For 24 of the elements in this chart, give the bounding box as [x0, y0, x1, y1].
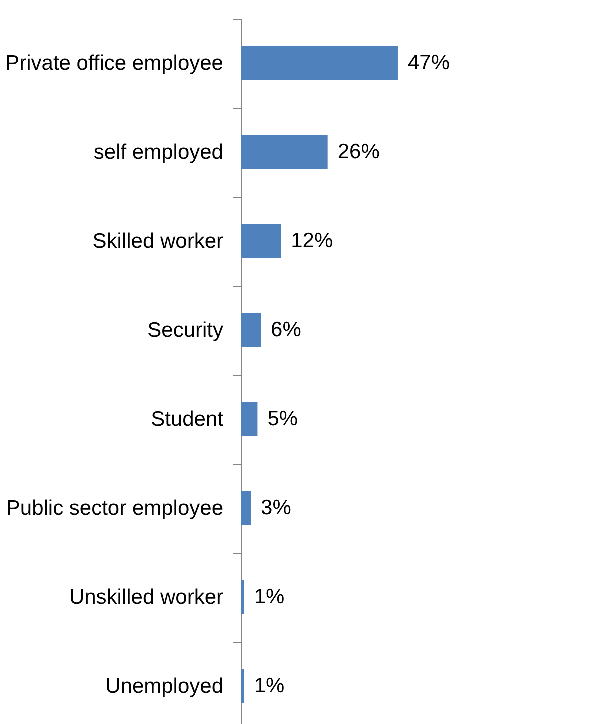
- bar: [241, 224, 282, 258]
- y-tick-label: Skilled worker: [92, 230, 224, 253]
- data-label: 5%: [268, 408, 298, 430]
- bar: [241, 402, 258, 436]
- bar: [241, 492, 252, 526]
- y-tick-label: Unemployed: [106, 675, 224, 698]
- y-tick-label: Private office employee: [6, 52, 224, 75]
- data-label: 12%: [291, 230, 334, 252]
- y-tick-label: Security: [148, 319, 224, 342]
- y-tick-label: Unskilled worker: [69, 586, 224, 609]
- y-tick-label: self employed: [94, 141, 224, 164]
- bar: [241, 46, 398, 80]
- data-label: 3%: [261, 496, 292, 520]
- bar: [241, 580, 244, 614]
- bar: [241, 670, 244, 704]
- data-label: 26%: [338, 140, 380, 164]
- data-label: 6%: [271, 318, 302, 342]
- y-tick-label: Student: [151, 408, 224, 431]
- data-label: 47%: [408, 52, 450, 74]
- data-label: 1%: [254, 674, 285, 698]
- y-tick-label: Public sector employee: [6, 497, 224, 520]
- data-label: 1%: [254, 586, 285, 608]
- bar: [241, 136, 328, 170]
- bar: [241, 314, 262, 348]
